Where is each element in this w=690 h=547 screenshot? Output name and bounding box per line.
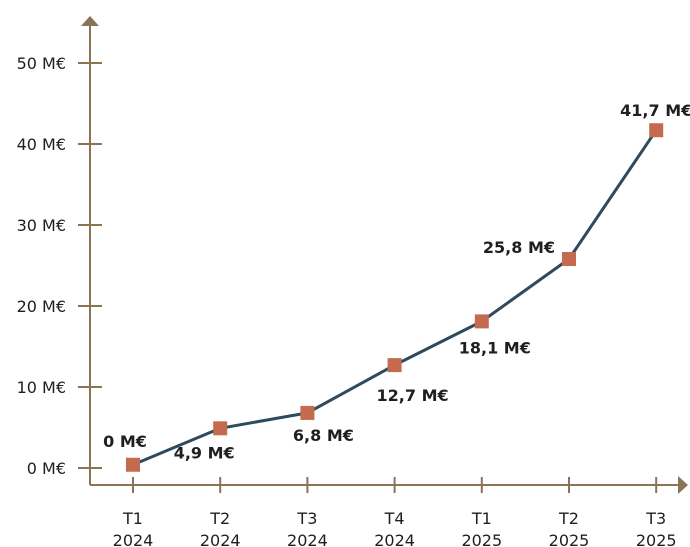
data-label: 4,9 M€ — [174, 443, 235, 462]
data-labels: 0 M€ 4,9 M€ 6,8 M€ 12,7 M€ 18,1 M€ 25,8 M€ 41,… — [103, 101, 690, 462]
y-tick-label: 10 M€ — [17, 378, 66, 397]
data-point-marker — [387, 358, 402, 373]
x-tick-label-quarter: T1 — [471, 509, 492, 528]
x-tick-label-year: 2025 — [461, 531, 502, 547]
x-tick-label-quarter: T3 — [296, 509, 317, 528]
x-tick-label-quarter: T2 — [209, 509, 230, 528]
x-axis-arrow-icon — [678, 476, 688, 494]
data-label: 6,8 M€ — [293, 426, 354, 445]
y-tick-label: 20 M€ — [17, 297, 66, 316]
y-tick-label: 50 M€ — [17, 54, 66, 73]
data-label: 25,8 M€ — [483, 238, 555, 257]
data-label: 12,7 M€ — [377, 386, 449, 405]
axes — [81, 16, 688, 494]
series-line — [132, 129, 658, 467]
x-tick-label-year: 2024 — [287, 531, 328, 547]
x-tick-label-quarter: T4 — [384, 509, 405, 528]
data-label: 18,1 M€ — [459, 338, 531, 357]
data-label: 0 M€ — [103, 432, 147, 451]
data-point-marker — [649, 123, 664, 138]
data-point-marker — [213, 421, 228, 436]
y-tick-label: 0 M€ — [27, 459, 66, 478]
data-point-marker — [474, 314, 489, 329]
data-point-marker — [562, 252, 576, 267]
ticks: 0 M€ 10 M€ 20 M€ 30 M€ 40 M€ 50 M€ T1 2024 T2 202… — [17, 54, 677, 547]
markers — [126, 123, 664, 472]
x-tick-label-year: 2025 — [549, 531, 590, 547]
y-tick-label: 30 M€ — [17, 216, 66, 235]
x-tick-label-quarter: T2 — [558, 509, 579, 528]
x-tick-label-year: 2024 — [113, 531, 154, 547]
x-tick-label-year: 2024 — [200, 531, 241, 547]
x-tick-label-quarter: T1 — [122, 509, 143, 528]
data-label: 41,7 M€ — [620, 101, 690, 120]
data-point-marker — [126, 457, 140, 472]
x-tick-label-year: 2025 — [636, 531, 677, 547]
x-tick-label-year: 2024 — [374, 531, 415, 547]
y-axis-arrow-icon — [81, 16, 99, 26]
y-tick-label: 40 M€ — [17, 135, 66, 154]
x-tick-label-quarter: T3 — [645, 509, 666, 528]
data-point-marker — [300, 405, 315, 420]
